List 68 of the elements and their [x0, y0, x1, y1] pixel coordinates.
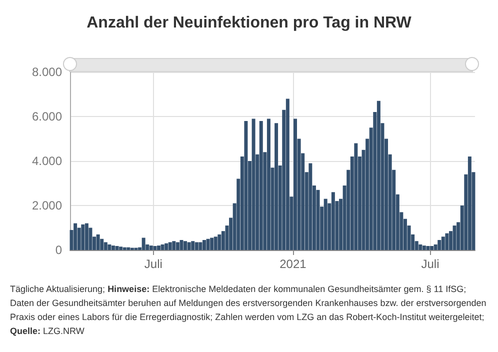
bar [88, 228, 92, 250]
bar [218, 234, 222, 250]
bar [149, 246, 153, 250]
bar [452, 226, 456, 250]
x-tick-label: 2021 [280, 257, 307, 271]
bar [286, 98, 290, 250]
bar [122, 247, 126, 250]
x-tick-label: Juli [144, 257, 162, 271]
y-tick-label: 2.000 [32, 198, 62, 212]
bar [172, 241, 176, 250]
bar [126, 247, 130, 250]
bar [142, 238, 146, 250]
bar [184, 241, 188, 250]
bar [294, 118, 297, 250]
bar [468, 156, 472, 250]
bar [84, 223, 88, 250]
bar [438, 240, 442, 250]
y-tick-label: 4.000 [32, 154, 62, 168]
bar [176, 242, 180, 250]
bar [194, 242, 198, 250]
source-note: Quelle: LZG.NRW [10, 326, 84, 336]
bar [100, 238, 104, 250]
y-tick-label: 6.000 [32, 110, 62, 124]
bar [111, 246, 115, 250]
text: Tägliche Aktualisierung; Hinweise: Elektronische Meldedaten der kommunalen Gesundheitsämter gem. § 11 IfSG; Daten der Gesundheitsämter beruhen auf Meldungen des erstversorgenden Krankenhauses bzw. der erstversorgenden Praxis oder eines Labors für die Erregerdiagnostik; Zahlen werden vom LZG an das Robert-Koch-Institut weitergeleitet; [10, 284, 486, 322]
bar [434, 244, 438, 250]
bar [316, 190, 320, 250]
chart-title: Anzahl der Neuinfektionen pro Tag in NRW [86, 14, 412, 32]
bar [74, 223, 78, 250]
bar [77, 228, 81, 250]
bar [198, 242, 202, 250]
bar [308, 163, 312, 250]
y-tick-label: 8.000 [32, 65, 62, 79]
bar [214, 236, 218, 250]
bar [119, 246, 123, 250]
y-tick-label: 0 [55, 243, 62, 257]
bar [160, 244, 164, 250]
bar [418, 244, 422, 250]
bar [108, 244, 112, 250]
bar [104, 242, 108, 250]
bar [252, 118, 256, 250]
bar [266, 118, 270, 250]
bar [430, 246, 434, 250]
bar [168, 242, 172, 250]
bar [191, 241, 195, 250]
x-tick-label: Juli [421, 257, 440, 271]
bar [81, 224, 85, 250]
bar [324, 198, 328, 250]
bar [244, 120, 248, 250]
bar [376, 100, 380, 250]
bar [187, 242, 191, 250]
bar [210, 238, 214, 250]
bar [156, 246, 160, 250]
bar [153, 246, 157, 250]
bar [206, 238, 210, 250]
bar [445, 233, 449, 250]
bar [422, 246, 426, 250]
bar [115, 246, 119, 250]
bar [180, 240, 184, 250]
bar [96, 234, 100, 250]
bar [331, 192, 335, 250]
bar [426, 246, 430, 250]
bar [202, 240, 206, 250]
bar [354, 143, 358, 250]
bar [164, 243, 168, 250]
bar [259, 120, 263, 250]
bar [274, 123, 278, 250]
bar [441, 236, 445, 250]
